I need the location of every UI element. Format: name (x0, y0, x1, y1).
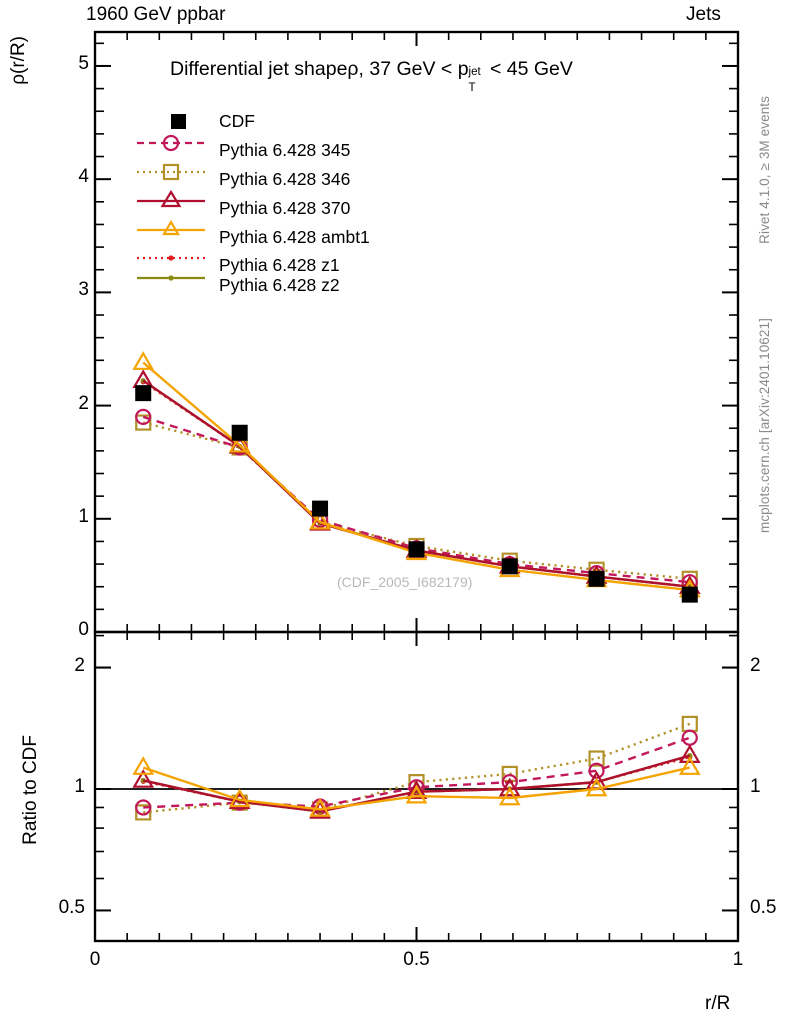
header-right-label: Jets (686, 4, 721, 25)
tick-label: 4 (78, 166, 89, 188)
x-tick-label: 1 (732, 949, 744, 970)
x-tick-label: 0.5 (403, 949, 430, 970)
ratio-tick-label: 1 (750, 776, 761, 797)
ratio-tick-label: 2 (74, 654, 85, 676)
ratio-tick-label: 0.5 (750, 897, 777, 919)
ratio-tick-label: 2 (750, 654, 761, 676)
x-tick-label: 0 (89, 949, 101, 970)
ratio-tick-label: 0.5 (58, 897, 85, 919)
tick-label: 2 (78, 392, 89, 414)
tick-label: 5 (78, 52, 89, 74)
tick-label: 3 (78, 279, 89, 301)
tick-label: 0 (78, 619, 89, 640)
ratio-tick-label: 1 (74, 776, 85, 797)
tick-label: 1 (78, 505, 89, 527)
header-left-label: 1960 GeV ppbar (86, 4, 226, 25)
x-axis-title: r/R (705, 993, 731, 1014)
